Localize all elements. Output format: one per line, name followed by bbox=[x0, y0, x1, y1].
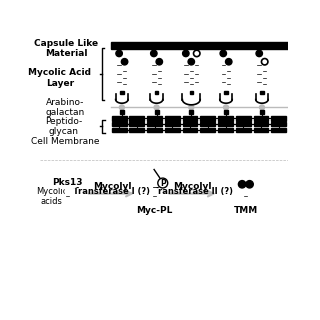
Bar bbox=[271, 116, 286, 121]
Text: P: P bbox=[160, 179, 166, 188]
Bar bbox=[224, 110, 228, 114]
Bar bbox=[183, 128, 197, 132]
Bar bbox=[200, 128, 215, 132]
Circle shape bbox=[156, 59, 163, 65]
Bar bbox=[165, 116, 180, 121]
Circle shape bbox=[256, 50, 262, 57]
Text: Transferase I (?): Transferase I (?) bbox=[73, 187, 150, 196]
Bar bbox=[200, 116, 215, 121]
Circle shape bbox=[151, 50, 157, 57]
Bar bbox=[253, 128, 268, 132]
Ellipse shape bbox=[55, 177, 80, 188]
Bar bbox=[218, 116, 233, 121]
Bar bbox=[224, 91, 228, 94]
Bar bbox=[183, 122, 197, 126]
Bar bbox=[200, 122, 215, 126]
Bar bbox=[157, 65, 162, 90]
Bar bbox=[257, 57, 261, 90]
Bar bbox=[147, 122, 162, 126]
Bar bbox=[152, 188, 156, 204]
Bar bbox=[236, 122, 251, 126]
Bar bbox=[271, 128, 286, 132]
Bar bbox=[260, 91, 264, 94]
Circle shape bbox=[194, 50, 200, 57]
Bar bbox=[236, 128, 251, 132]
Bar bbox=[189, 110, 193, 114]
Circle shape bbox=[116, 50, 122, 57]
Bar bbox=[112, 116, 127, 121]
Text: TMM: TMM bbox=[234, 206, 258, 215]
Bar bbox=[147, 116, 162, 121]
Text: Pks13: Pks13 bbox=[52, 178, 83, 187]
Bar bbox=[129, 116, 144, 121]
Bar bbox=[120, 110, 124, 114]
Circle shape bbox=[246, 180, 253, 188]
Text: Arabino-
galactan: Arabino- galactan bbox=[45, 98, 84, 117]
Bar bbox=[218, 122, 233, 126]
Text: Cell Membrane: Cell Membrane bbox=[30, 137, 99, 146]
Bar bbox=[260, 110, 264, 114]
Circle shape bbox=[158, 178, 168, 188]
Bar bbox=[112, 122, 127, 126]
Bar bbox=[155, 91, 158, 94]
Circle shape bbox=[261, 59, 268, 65]
Circle shape bbox=[189, 105, 194, 110]
Bar bbox=[165, 122, 180, 126]
Bar bbox=[129, 128, 144, 132]
Circle shape bbox=[119, 105, 124, 110]
Circle shape bbox=[183, 50, 189, 57]
Text: Mycolyl: Mycolyl bbox=[173, 182, 212, 191]
Circle shape bbox=[238, 180, 246, 188]
Bar bbox=[165, 128, 180, 132]
Text: Mycolic Acid
Layer: Mycolic Acid Layer bbox=[28, 68, 91, 88]
Bar bbox=[117, 57, 121, 90]
Bar bbox=[112, 128, 127, 132]
Bar bbox=[129, 122, 144, 126]
Bar bbox=[218, 128, 233, 132]
Bar bbox=[195, 57, 199, 90]
Circle shape bbox=[154, 105, 159, 110]
Bar bbox=[152, 57, 156, 90]
Bar bbox=[253, 122, 268, 126]
Bar bbox=[271, 122, 286, 126]
Bar bbox=[253, 116, 268, 121]
Circle shape bbox=[220, 50, 227, 57]
Bar bbox=[183, 116, 197, 121]
Bar bbox=[147, 128, 162, 132]
Text: Mycolic
acids: Mycolic acids bbox=[36, 187, 68, 206]
Text: Mycolyl: Mycolyl bbox=[93, 182, 131, 191]
Text: Peptido-
glycan: Peptido- glycan bbox=[45, 117, 82, 136]
Bar bbox=[244, 188, 248, 204]
Bar bbox=[120, 91, 124, 94]
Text: Capsule Like
Material: Capsule Like Material bbox=[34, 38, 98, 58]
Circle shape bbox=[224, 105, 228, 110]
Bar bbox=[155, 110, 158, 114]
Bar bbox=[111, 42, 293, 50]
Circle shape bbox=[121, 59, 128, 65]
Bar bbox=[122, 65, 127, 90]
Circle shape bbox=[188, 59, 195, 65]
Bar bbox=[262, 65, 267, 90]
Circle shape bbox=[226, 59, 232, 65]
Bar bbox=[65, 188, 69, 204]
Text: Myc-PL: Myc-PL bbox=[136, 206, 172, 215]
Bar bbox=[221, 57, 226, 90]
Bar bbox=[236, 116, 251, 121]
Circle shape bbox=[260, 105, 264, 110]
Bar bbox=[189, 91, 193, 94]
Bar bbox=[227, 65, 231, 90]
Bar bbox=[189, 65, 194, 90]
Bar bbox=[111, 136, 293, 143]
Bar bbox=[184, 57, 188, 90]
Text: Transferase II (?): Transferase II (?) bbox=[153, 187, 233, 196]
